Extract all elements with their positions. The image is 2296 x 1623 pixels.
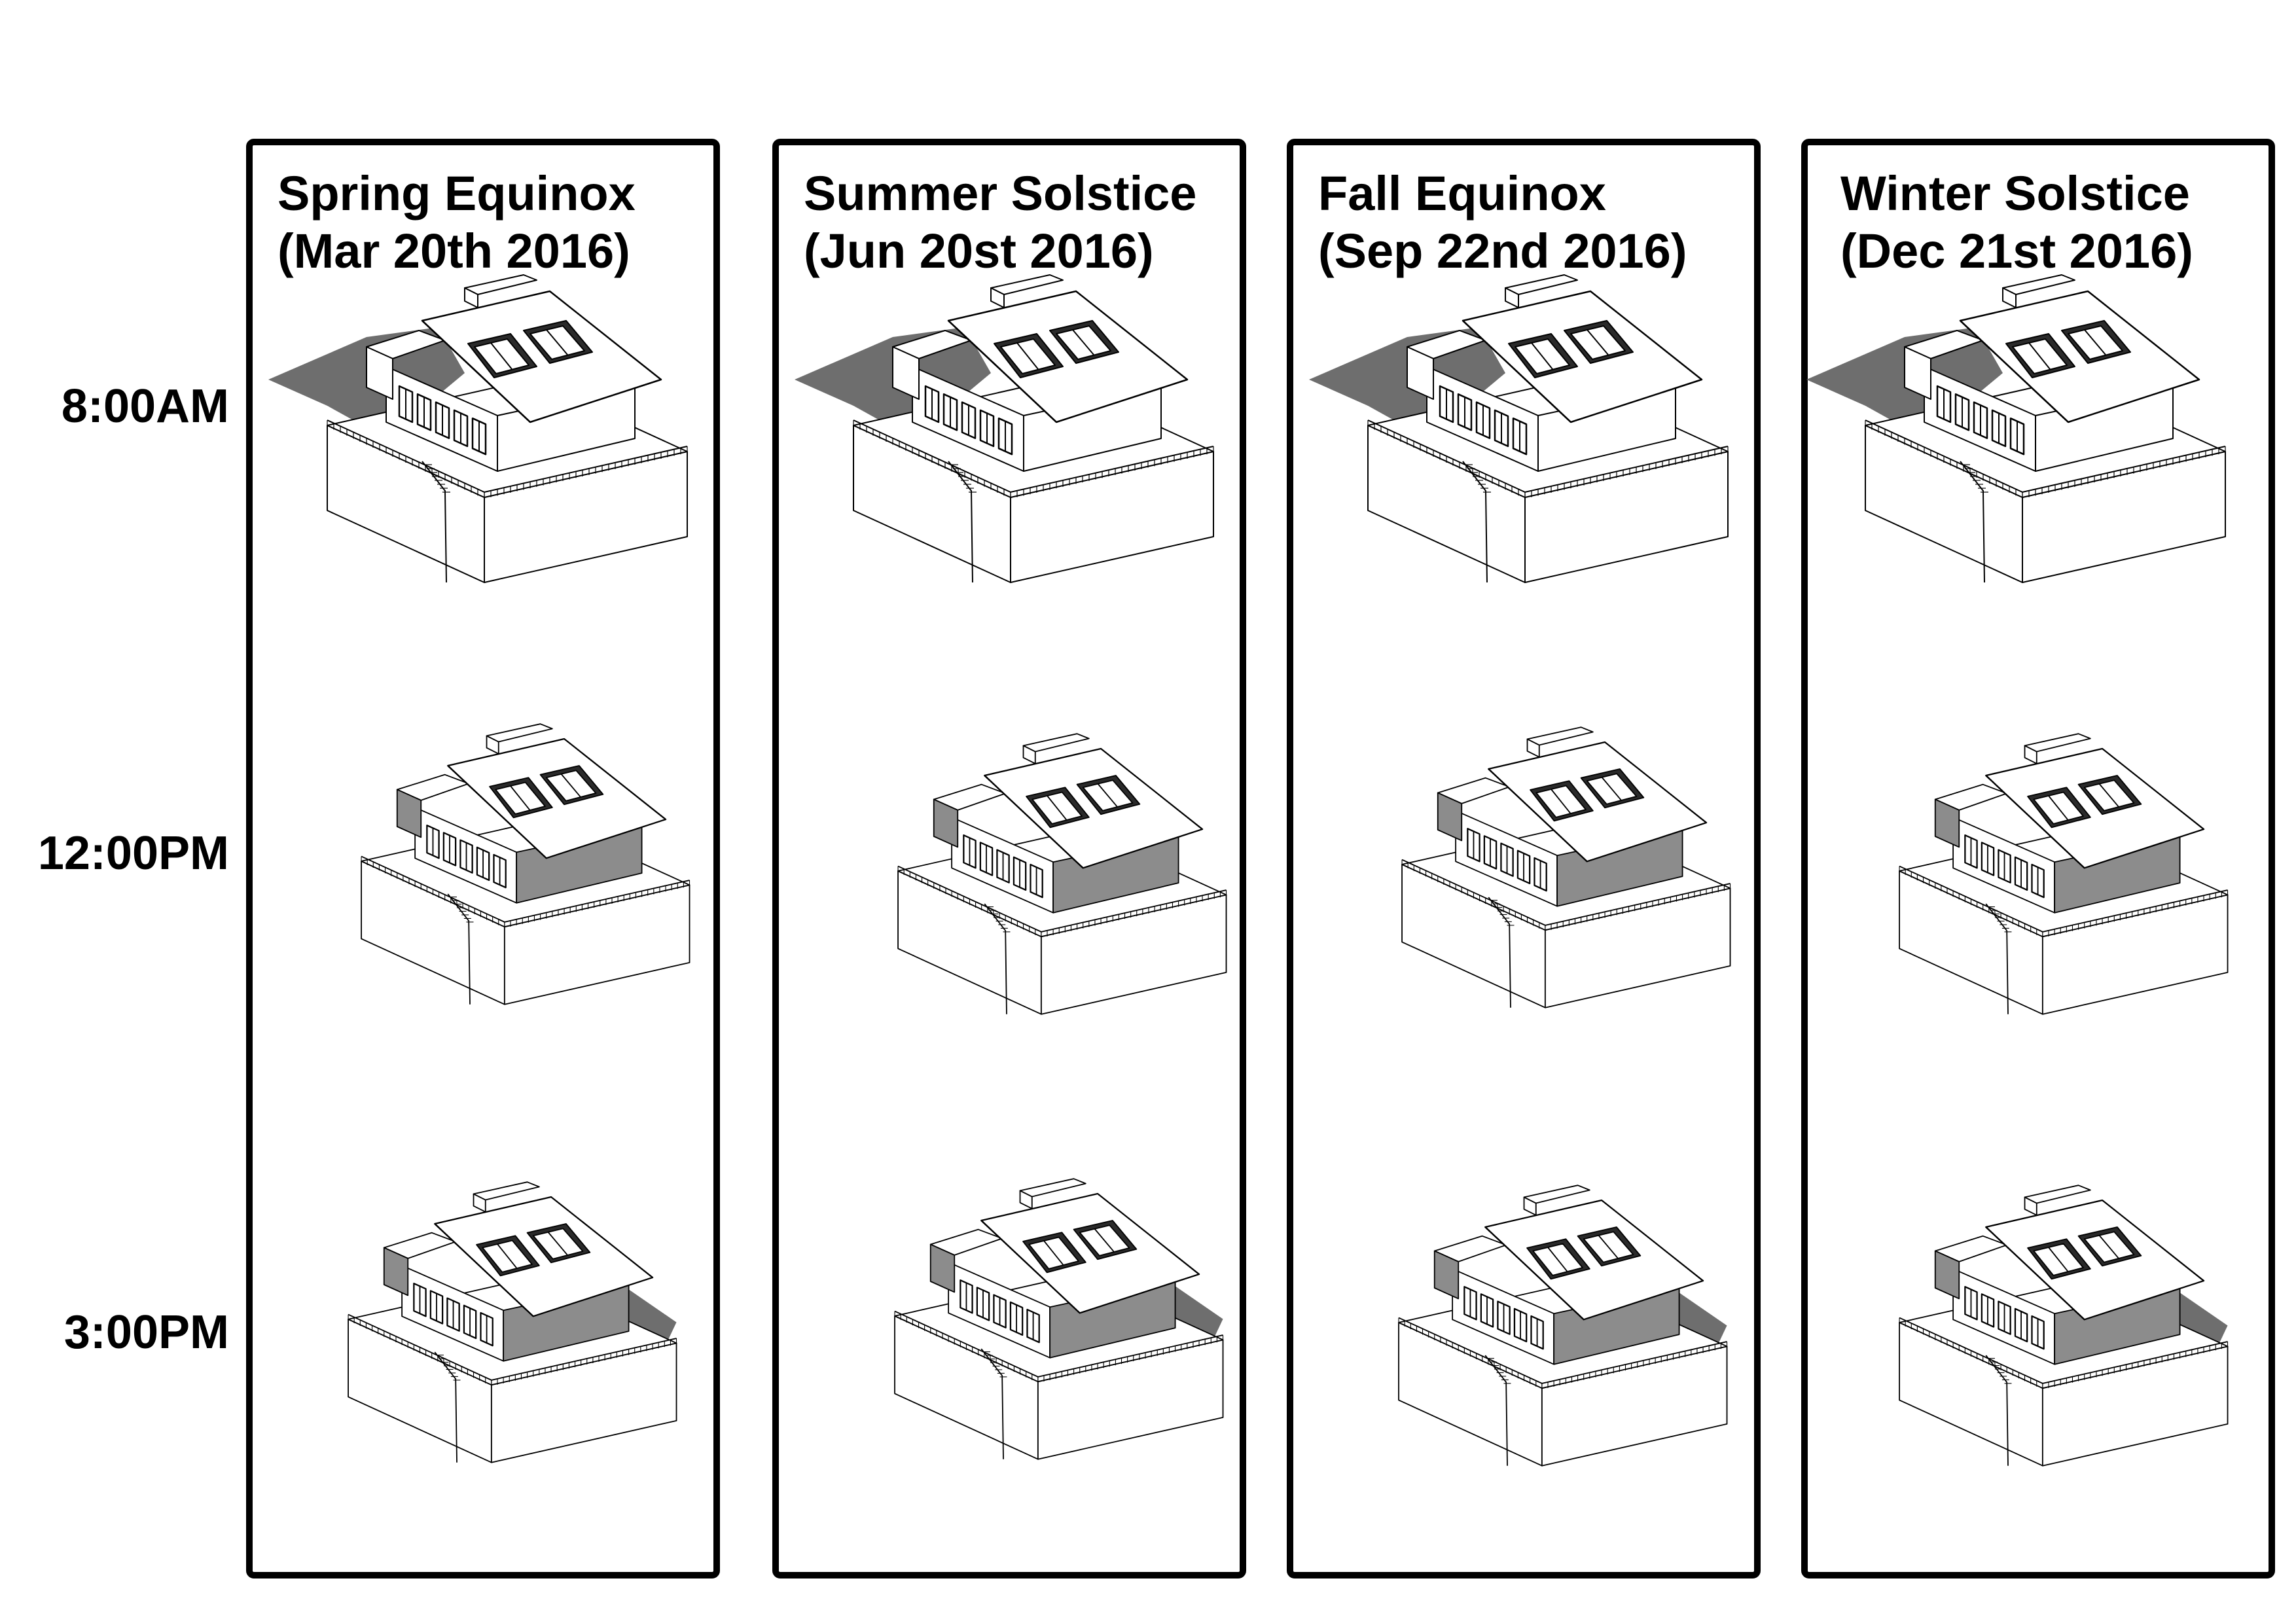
house-render-spring-12pm bbox=[361, 723, 691, 1005]
house-render-summer-12pm bbox=[897, 733, 1227, 1015]
panel-title: Summer Solstice (Jun 20st 2016) bbox=[804, 165, 1196, 280]
house-render-winter-12pm bbox=[1899, 733, 2229, 1015]
panel-title: Fall Equinox (Sep 22nd 2016) bbox=[1318, 165, 1687, 280]
season-name: Winter Solstice bbox=[1840, 166, 2190, 221]
house-render-winter-8am bbox=[1806, 274, 2226, 583]
time-label-8am: 8:00AM bbox=[61, 380, 229, 433]
season-date: (Dec 21st 2016) bbox=[1840, 224, 2193, 278]
panel-title: Spring Equinox (Mar 20th 2016) bbox=[278, 165, 636, 280]
season-date: (Jun 20st 2016) bbox=[804, 224, 1154, 278]
season-name: Spring Equinox bbox=[278, 166, 636, 221]
house-render-summer-8am bbox=[795, 274, 1214, 583]
house-render-summer-3pm bbox=[894, 1178, 1224, 1460]
panel-title: Winter Solstice (Dec 21st 2016) bbox=[1840, 165, 2193, 280]
season-date: (Mar 20th 2016) bbox=[278, 224, 630, 278]
season-name: Summer Solstice bbox=[804, 166, 1197, 221]
house-render-fall-8am bbox=[1309, 274, 1729, 583]
house-render-fall-12pm bbox=[1401, 726, 1731, 1008]
season-name: Fall Equinox bbox=[1318, 166, 1606, 221]
house-render-spring-3pm bbox=[348, 1181, 677, 1463]
time-label-3pm: 3:00PM bbox=[63, 1306, 229, 1359]
season-date: (Sep 22nd 2016) bbox=[1318, 224, 1687, 278]
house-render-winter-3pm bbox=[1899, 1185, 2229, 1467]
house-render-fall-3pm bbox=[1398, 1185, 1728, 1467]
time-label-12pm: 12:00PM bbox=[37, 827, 229, 880]
house-render-spring-8am bbox=[268, 274, 688, 583]
